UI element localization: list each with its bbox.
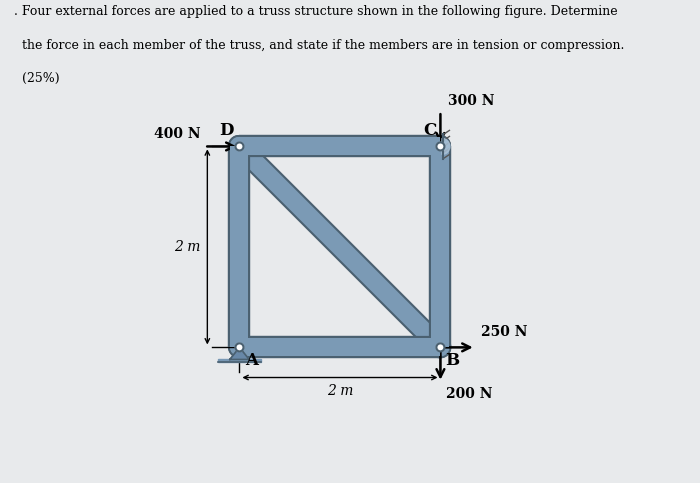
Text: (25%): (25%) — [14, 72, 60, 85]
Text: A: A — [246, 353, 258, 369]
Bar — [218, 359, 261, 362]
Circle shape — [235, 343, 244, 352]
Text: 2 m: 2 m — [174, 240, 200, 254]
Wedge shape — [442, 139, 450, 155]
Polygon shape — [230, 347, 249, 359]
Text: D: D — [219, 122, 234, 140]
Text: C: C — [423, 122, 436, 140]
Text: the force in each member of the truss, and state if the members are in tension o: the force in each member of the truss, a… — [14, 39, 624, 52]
Text: B: B — [445, 353, 460, 369]
Text: 400 N: 400 N — [154, 128, 200, 142]
Text: . Four external forces are applied to a truss structure shown in the following f: . Four external forces are applied to a … — [14, 5, 617, 18]
Text: 2 m: 2 m — [327, 384, 353, 398]
Text: 250 N: 250 N — [481, 326, 527, 340]
Circle shape — [235, 142, 244, 151]
Text: 300 N: 300 N — [449, 94, 495, 108]
Circle shape — [436, 343, 445, 352]
Circle shape — [436, 142, 445, 151]
Text: 200 N: 200 N — [447, 386, 493, 400]
